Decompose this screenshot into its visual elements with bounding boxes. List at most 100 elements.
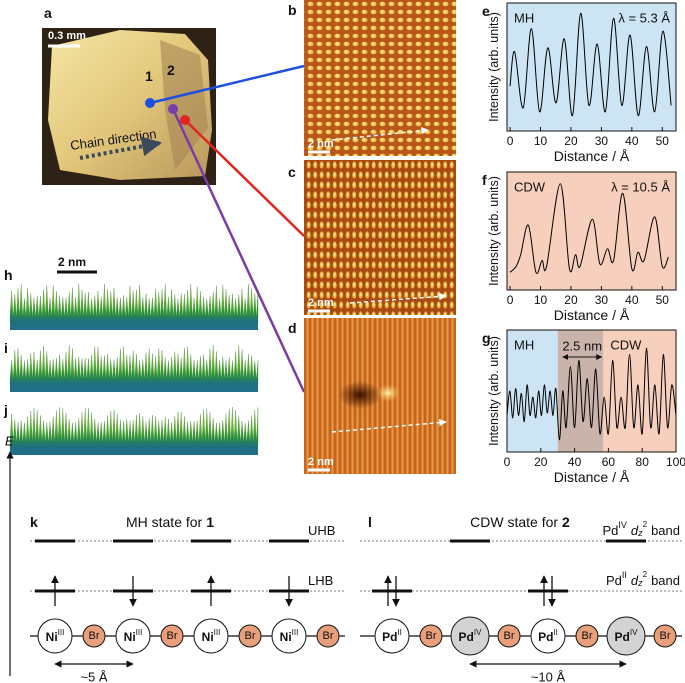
distance-label: ~10 Å [531,670,566,683]
metal-site [450,616,490,656]
site-label: NiIII [202,628,221,645]
site-label: PdIV [459,628,483,645]
annotation: λ = 10.5 Å [611,180,670,195]
site-element: Pd [615,630,630,644]
site-label: NiIII [280,628,299,645]
x-tick-label: 80 [636,455,650,469]
band-label-part: band [651,573,680,588]
site-element: Pd [459,630,474,644]
panel-label: e [482,3,490,19]
region-label: CDW [610,338,642,353]
panel-label: i [4,340,8,356]
panel-label: c [288,164,296,180]
band-label-part: UHB [308,523,335,538]
panel-label: g [482,330,491,346]
band-label: PdII dz2 band [606,570,680,589]
site-oxidation: II [553,628,557,637]
chain-arrow [349,292,447,304]
x-tick-label: 0 [504,455,511,469]
x-tick-label: 20 [564,293,578,307]
site-element: Ni [202,630,214,644]
plot-frame [506,2,677,132]
schematic-title-text: MH state for [126,514,203,530]
band-label-part: d [631,523,639,538]
spike-surface [9,407,259,448]
br-site [238,624,262,648]
site-label: Br [89,630,100,642]
panel-label: a [44,5,52,21]
panel-label: l [368,514,372,530]
x-tick-label: 50 [656,293,670,307]
profile-line [509,12,672,117]
spike-surface [9,283,259,323]
site-label: NiIII [46,628,65,645]
metal-site [37,618,73,654]
site-label: Br [323,630,334,642]
scale-bar-label: 2 nm [308,297,334,309]
x-tick-label: 40 [625,293,639,307]
x-tick-label: 30 [595,134,609,148]
x-tick-label: 100 [666,455,685,469]
br-site [497,624,521,648]
schematic-compound: 1 [206,514,214,530]
spike-surface [9,345,259,385]
site-oxidation: III [214,628,221,637]
scale-bar-label: 2 nm [58,255,86,269]
site-oxidation: IV [630,628,638,637]
location-marker [180,115,190,125]
band-label-part: LHB [308,573,333,588]
plot-frame [506,329,677,453]
band-label-part: IV [618,520,627,530]
metal-site [115,618,151,654]
y-axis-label: Intensity (arb. units) [487,176,501,286]
site-label: Br [504,630,515,642]
br-site [160,624,184,648]
direction-arrow [79,136,162,160]
panel-label: d [288,320,297,336]
site-element: Pd [538,630,553,644]
chain-arrow [331,126,429,141]
site-label: PdII [538,628,558,645]
band-label-part: Pd [606,573,622,588]
region [603,330,676,452]
br-site [82,624,106,648]
defect [376,384,400,402]
site-element: Ni [46,630,58,644]
plot-frame [506,171,677,291]
chain-arrow [331,418,447,433]
site-label: Br [660,630,671,642]
metal-site [530,618,566,654]
schematic-title: MH state for 1 [126,514,214,530]
x-tick-label: 60 [602,455,616,469]
3d-images [9,283,259,455]
location-marker [145,98,155,108]
x-tick-label: 10 [534,293,548,307]
connector [149,64,305,105]
profile-line [509,183,669,275]
site-oxidation: IV [474,628,482,637]
x-tick-label: 40 [568,455,582,469]
x-tick-label: 30 [595,293,609,307]
br-site [653,624,677,648]
metal-site [606,616,646,656]
scale-bar-label: 2 nm [308,138,334,150]
br-site [575,624,599,648]
site-element: Ni [124,630,136,644]
schematic-title-text: CDW state for [470,514,558,530]
site-label: PdII [382,628,402,645]
band-label-part: Pd [602,523,618,538]
x-tick-label: 0 [507,293,514,307]
profile-line [506,347,677,441]
panel-label: h [4,267,13,283]
x-axis-label: Distance / Å [554,307,630,323]
region-label: 2 [167,62,175,78]
span-label: 2.5 nm [562,339,602,354]
band-label-part: band [651,523,680,538]
schematic-compound: 2 [562,514,570,530]
panel-label: j [3,402,8,418]
x-axis-label: Distance / Å [554,148,630,164]
site-oxidation: III [136,628,143,637]
site-oxidation: III [292,628,299,637]
band-label-part: z [637,528,643,538]
metal-site [374,618,410,654]
